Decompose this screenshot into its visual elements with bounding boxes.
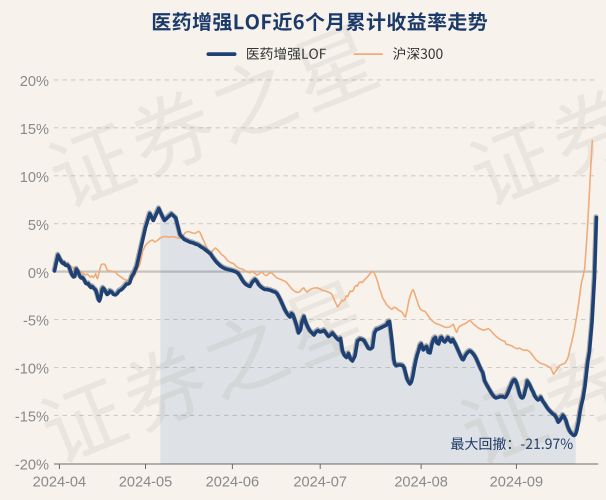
svg-text:2024-08: 2024-08 [394, 474, 448, 490]
svg-text:2024-04: 2024-04 [33, 474, 87, 490]
svg-text:-20%: -20% [15, 458, 49, 474]
svg-text:-15%: -15% [15, 410, 49, 426]
svg-text:2024-06: 2024-06 [206, 474, 260, 490]
svg-text:5%: 5% [28, 218, 49, 234]
svg-text:10%: 10% [20, 170, 49, 186]
svg-text:15%: 15% [20, 122, 49, 138]
svg-text:0%: 0% [28, 266, 49, 282]
svg-text:2024-07: 2024-07 [293, 474, 347, 490]
svg-text:20%: 20% [20, 74, 49, 90]
svg-text:2024-09: 2024-09 [490, 474, 544, 490]
svg-text:2024-05: 2024-05 [119, 474, 173, 490]
svg-text:-5%: -5% [23, 314, 49, 330]
svg-text:-10%: -10% [15, 362, 49, 378]
